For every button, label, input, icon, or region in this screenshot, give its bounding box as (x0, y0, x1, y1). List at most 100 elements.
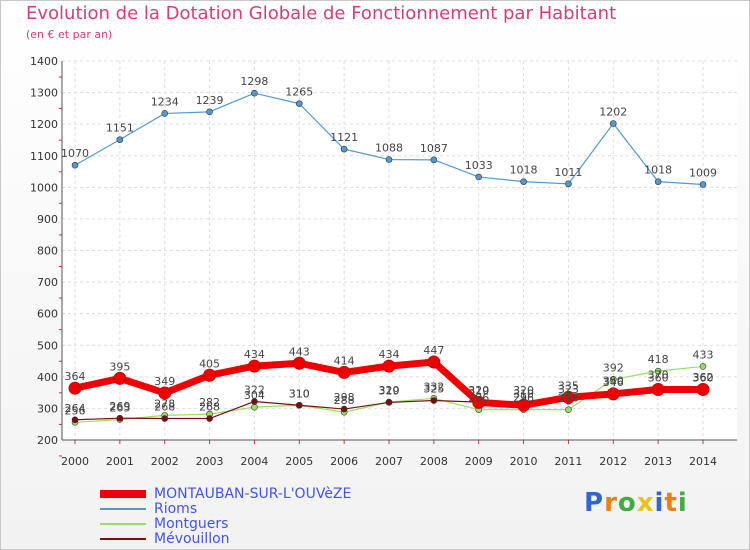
data-label-rioms: 1151 (106, 122, 134, 135)
y-tick-label: 400 (37, 371, 58, 384)
data-point-montauban-sur-l-ouv-ze (561, 390, 575, 404)
data-label-rioms: 1202 (599, 106, 627, 119)
data-point-montauban-sur-l-ouv-ze (158, 386, 172, 400)
data-point-montauban-sur-l-ouv-ze (337, 365, 351, 379)
data-label-rioms: 1121 (330, 131, 358, 144)
y-tick-label: 900 (37, 213, 58, 226)
legend-item: MONTAUBAN-SUR-L'OUVèZE (100, 486, 351, 502)
data-label-rioms: 1239 (196, 94, 224, 107)
logo-letter: o (617, 488, 637, 518)
legend-label: Rioms (154, 501, 198, 517)
axes: 200 300 400 500 600 700 800 900 1000 1100 1200 1300… (30, 55, 737, 468)
legend-swatch (100, 490, 146, 498)
logo-letter: P (584, 488, 605, 518)
data-label-montguers: 433 (693, 348, 714, 361)
x-tick-label: 2006 (330, 455, 358, 468)
data-point-rioms (430, 156, 438, 164)
y-tick-label: 1200 (30, 118, 58, 131)
data-label-montauban-sur-l-ouv-ze: 434 (379, 348, 400, 361)
legend-item: Rioms (100, 501, 197, 517)
data-point-rioms (385, 156, 393, 163)
data-point-rioms (295, 100, 303, 107)
data-label-montguers: 320 (379, 384, 400, 397)
legend-swatch (100, 508, 146, 510)
data-point-rioms (206, 108, 213, 116)
x-tick-label: 2004 (240, 455, 268, 468)
x-tick-label: 2000 (61, 455, 89, 468)
data-point-montauban-sur-l-ouv-ze (696, 382, 710, 396)
y-tick-label: 1400 (30, 55, 58, 68)
legend-swatch (100, 538, 146, 540)
data-point-m-vouillon (206, 415, 213, 422)
data-point-montguers (654, 367, 662, 375)
data-point-rioms (116, 136, 124, 143)
data-point-rioms (699, 181, 707, 188)
data-label-montguers: 296 (468, 392, 489, 405)
logo-letter: i (654, 488, 665, 518)
data-label-montauban-sur-l-ouv-ze: 335 (558, 379, 579, 392)
data-point-montauban-sur-l-ouv-ze (203, 368, 217, 382)
data-point-rioms (609, 120, 617, 127)
data-point-m-vouillon (295, 401, 303, 409)
x-tick-label: 2009 (465, 455, 493, 468)
data-label-m-vouillon: 323 (558, 383, 579, 396)
y-tick-label: 1000 (30, 181, 58, 194)
x-tick-label: 2013 (644, 455, 672, 468)
x-tick-label: 2002 (151, 455, 179, 468)
data-point-rioms (520, 178, 527, 185)
data-label-m-vouillon: 320 (513, 384, 534, 397)
x-tick-label: 2010 (510, 455, 538, 468)
logo-letter: t (664, 488, 678, 518)
data-label-montauban-sur-l-ouv-ze: 447 (423, 344, 444, 357)
data-point-montauban-sur-l-ouv-ze (472, 395, 486, 409)
y-tick-label: 600 (37, 308, 58, 321)
data-label-montguers: 288 (334, 394, 355, 407)
data-point-rioms (251, 89, 258, 97)
x-tick-label: 2005 (285, 455, 313, 468)
legend-swatch (100, 523, 146, 525)
chart-subtitle: (en € et par an) (26, 28, 113, 41)
y-tick-label: 700 (37, 276, 58, 289)
data-label-montguers: 310 (289, 387, 310, 400)
data-point-montauban-sur-l-ouv-ze (292, 356, 306, 370)
data-labels: 1070 1151 1234 1239 1298 1265 1121 1088 1087 1033… (61, 75, 717, 417)
data-label-montauban-sur-l-ouv-ze: 360 (693, 371, 714, 384)
data-label-rioms: 1011 (554, 166, 582, 179)
data-label-montauban-sur-l-ouv-ze: 414 (334, 354, 355, 367)
data-label-m-vouillon: 325 (423, 383, 444, 396)
data-point-m-vouillon (71, 416, 79, 424)
x-tick-label: 2014 (689, 455, 717, 468)
data-label-montguers: 265 (109, 401, 130, 414)
data-label-montguers: 256 (65, 404, 86, 417)
data-point-montauban-sur-l-ouv-ze (651, 382, 665, 396)
data-point-rioms (71, 161, 79, 169)
data-label-montauban-sur-l-ouv-ze: 443 (289, 345, 310, 358)
data-label-montauban-sur-l-ouv-ze: 310 (513, 387, 534, 400)
x-tick-label: 2012 (599, 455, 627, 468)
x-tick-label: 2001 (106, 455, 134, 468)
data-label-montguers: 332 (423, 380, 444, 393)
data-label-montguers: 282 (199, 396, 220, 409)
data-label-m-vouillon: 350 (603, 375, 624, 388)
proxiti-logo: Proxiti (584, 488, 688, 518)
data-label-m-vouillon: 370 (648, 368, 669, 381)
legend-item: Montguers (100, 516, 228, 532)
y-tick-label: 500 (37, 339, 58, 352)
legend-label: Montguers (154, 516, 229, 532)
data-label-rioms: 1018 (510, 164, 538, 177)
data-label-montauban-sur-l-ouv-ze: 405 (199, 357, 220, 370)
data-point-rioms (161, 110, 169, 117)
data-label-m-vouillon: 362 (693, 371, 714, 384)
y-tick-label: 1300 (30, 87, 58, 100)
x-tick-label: 2008 (420, 455, 448, 468)
legend-label: MONTAUBAN-SUR-L'OUVèZE (154, 486, 352, 502)
data-label-rioms: 1087 (420, 142, 448, 155)
data-point-montguers (609, 376, 617, 383)
data-point-montguers (699, 363, 707, 370)
data-label-montguers: 296 (558, 392, 579, 405)
data-label-montauban-sur-l-ouv-ze: 360 (648, 371, 669, 384)
data-label-montauban-sur-l-ouv-ze: 434 (244, 348, 265, 361)
data-point-rioms (565, 180, 572, 188)
y-tick-label: 300 (37, 402, 58, 415)
